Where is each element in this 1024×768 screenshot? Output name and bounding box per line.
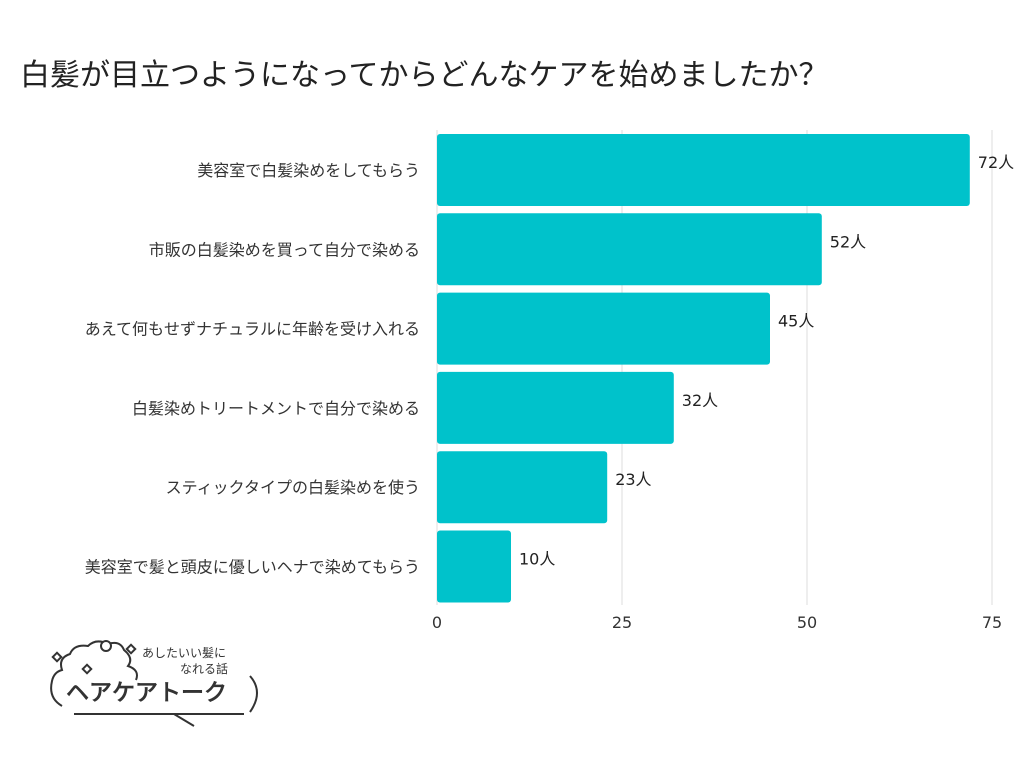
x-tick-label: 25 <box>612 613 632 632</box>
category-label: あえて何もせずナチュラルに年齢を受け入れる <box>85 320 420 339</box>
logo-tagline-2: なれる話 <box>180 661 228 676</box>
x-tick-label: 0 <box>432 613 442 632</box>
bar <box>437 213 822 286</box>
value-label: 52人 <box>830 232 866 251</box>
value-label: 32人 <box>682 391 718 410</box>
bar <box>437 371 674 444</box>
value-label: 45人 <box>778 312 814 331</box>
value-label: 10人 <box>519 550 555 569</box>
bar <box>437 292 770 365</box>
category-label: 美容室で髪と頭皮に優しいヘナで染めてもらう <box>85 558 420 577</box>
category-label: 美容室で白髪染めをしてもらう <box>197 161 420 180</box>
logo-tagline-1: あしたいい髪に <box>142 646 226 660</box>
category-label: 市販の白髪染めを買って自分で染める <box>149 240 420 259</box>
value-label: 72人 <box>978 153 1014 172</box>
category-label: スティックタイプの白髪染めを使う <box>166 478 420 497</box>
category-label: 白髪染めトリートメントで自分で染める <box>132 399 420 418</box>
value-label: 23人 <box>615 470 651 489</box>
x-tick-label: 75 <box>982 613 1002 632</box>
bar <box>437 134 970 206</box>
bar <box>437 530 511 603</box>
x-tick-label: 50 <box>797 613 817 632</box>
hair-care-talk-logo: あしたいい髪に なれる話 ヘアケアトーク <box>50 640 258 727</box>
bar <box>437 451 608 524</box>
logo-name: ヘアケアトーク <box>66 680 227 706</box>
chart-title: 白髪が目立つようになってからどんなケアを始めましたか？ <box>20 58 829 93</box>
